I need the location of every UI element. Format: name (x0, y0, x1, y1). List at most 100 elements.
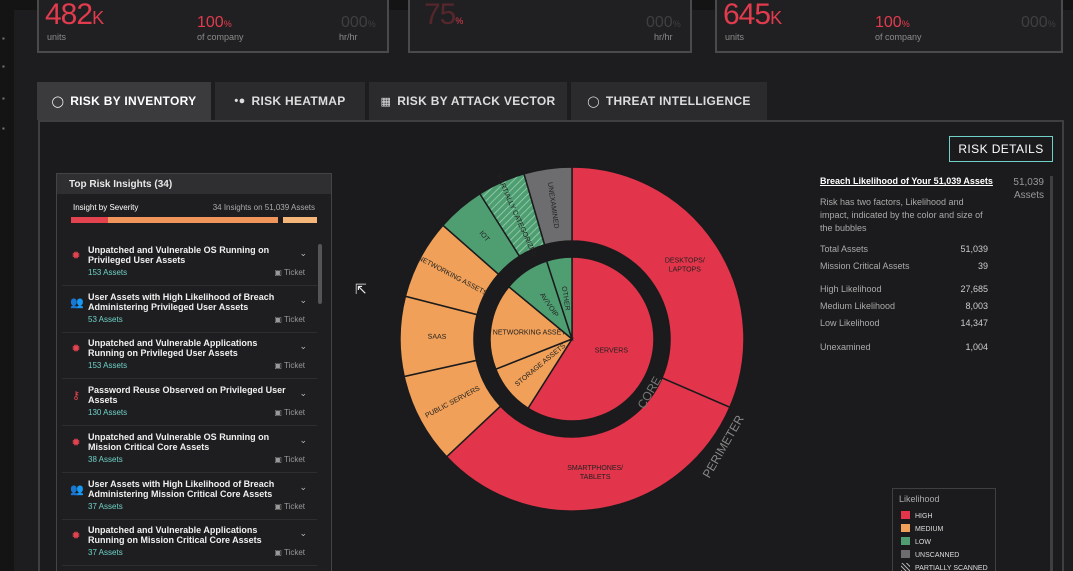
stat-label: Mission Critical Assets (820, 261, 910, 271)
segment-label: LAPTOPS (669, 267, 701, 274)
insights-scrollbar[interactable] (318, 244, 322, 304)
segment-label: SERVERS (595, 347, 629, 354)
insight-assets-link[interactable]: 130 Assets (88, 408, 127, 417)
stat-row: High Likelihood27,685 (820, 284, 988, 294)
breach-description: Risk has two factors, Likelihood and imp… (820, 196, 992, 235)
users-icon: 👥 (70, 297, 82, 309)
panel-scroll-track (1050, 176, 1053, 571)
insight-title: User Assets with High Likelihood of Brea… (88, 479, 288, 499)
insight-item[interactable]: 👥User Assets with High Likelihood of Bre… (62, 287, 317, 333)
insight-assets-link[interactable]: 153 Assets (88, 268, 127, 277)
insight-assets-link[interactable]: 153 Assets (88, 361, 127, 370)
ticket-label: Ticket (284, 455, 305, 464)
ticket-label: Ticket (284, 361, 305, 370)
legend-item: HIGH (901, 511, 933, 520)
kpi-rate: 000% (646, 14, 681, 32)
ticket-button[interactable]: ▣ Ticket (274, 548, 305, 557)
kpi-value: 482K (45, 0, 103, 32)
stat-value: 1,004 (965, 342, 988, 352)
risk-details-button[interactable]: RISK DETAILS (949, 136, 1053, 162)
ticket-button[interactable]: ▣ Ticket (274, 268, 305, 277)
tab-label: RISK HEATMAP (252, 94, 346, 108)
insight-item[interactable]: ✹Unpatched and Vulnerable OS Running on … (62, 427, 317, 473)
bug-icon: ✹ (70, 343, 82, 355)
chevron-down-icon[interactable]: ⌄ (299, 435, 307, 446)
legend-label: LOW (915, 539, 931, 546)
ticket-button[interactable]: ▣ Ticket (274, 502, 305, 511)
stat-label: Unexamined (820, 342, 871, 352)
chevron-down-icon[interactable]: ⌄ (299, 388, 307, 399)
stat-value: 14,347 (960, 318, 988, 328)
ticket-label: Ticket (284, 408, 305, 417)
ticket-button[interactable]: ▣ Ticket (274, 315, 305, 324)
stat-value: 8,003 (965, 301, 988, 311)
tab-threat-intelligence[interactable]: ◯THREAT INTELLIGENCE (571, 82, 767, 120)
legend-item: PARTIALLY SCANNED (901, 563, 988, 571)
kpi-percent-sub: of company (197, 32, 244, 42)
tab-risk-by-inventory[interactable]: ◯ RISK BY INVENTORY (37, 82, 211, 120)
legend-item: UNSCANNED (901, 550, 959, 559)
ticket-button[interactable]: ▣ Ticket (274, 455, 305, 464)
kpi-percent: 100% (875, 14, 910, 32)
severity-segment (108, 217, 278, 223)
mouse-cursor-icon: ⇱ (355, 281, 367, 298)
edge-mark: ▪ (2, 124, 8, 132)
ticket-label: Ticket (284, 502, 305, 511)
tab-label: THREAT INTELLIGENCE (606, 94, 751, 108)
ticket-icon: ▣ (274, 502, 284, 511)
chevron-down-icon[interactable]: ⌄ (299, 295, 307, 306)
insight-assets-link[interactable]: 38 Assets (88, 455, 123, 464)
kpi-rate-sub: hr/hr (654, 32, 673, 42)
insight-assets-link[interactable]: 53 Assets (88, 315, 123, 324)
key-icon: ⚷ (70, 390, 82, 402)
ticket-label: Ticket (284, 315, 305, 324)
insight-item[interactable]: ✹Unpatched and Vulnerable Applications R… (62, 520, 317, 566)
severity-segment (71, 217, 108, 223)
insight-assets-link[interactable]: 37 Assets (88, 502, 123, 511)
severity-label: Insight by Severity (73, 203, 138, 212)
ticket-button[interactable]: ▣ Ticket (274, 408, 305, 417)
inventory-donut-chart: DESKTOPS/LAPTOPSSMARTPHONES/TABLETSPUBLI… (396, 163, 748, 515)
insight-item[interactable]: ✹Unpatched and Vulnerable OS Running on … (62, 240, 317, 286)
legend-item: MEDIUM (901, 524, 943, 533)
legend-label: HIGH (915, 513, 933, 520)
chevron-down-icon[interactable]: ⌄ (299, 248, 307, 259)
segment-label: TABLETS (580, 474, 611, 481)
insight-title: Unpatched and Vulnerable Applications Ru… (88, 338, 288, 358)
chevron-down-icon[interactable]: ⌄ (299, 482, 307, 493)
kpi-percent-sub: of company (875, 32, 922, 42)
kpi-rate: 000% (341, 14, 376, 32)
ticket-icon: ▣ (274, 361, 284, 370)
left-edge-bar: ▪ ▪ ▪ ▪ (0, 0, 14, 571)
ticket-button[interactable]: ▣ Ticket (274, 361, 305, 370)
chevron-down-icon[interactable]: ⌄ (299, 341, 307, 352)
insight-item[interactable]: ✹ Unpatched and Vulnerable Applications R… (62, 333, 317, 379)
ticket-icon: ▣ (274, 455, 284, 464)
edge-mark: ▪ (2, 94, 8, 102)
stat-label: Low Likelihood (820, 318, 880, 328)
tab-risk-by-attack-vector[interactable]: ▦RISK BY ATTACK VECTOR (369, 82, 567, 120)
tab-risk-heatmap[interactable]: •●RISK HEATMAP (215, 82, 365, 120)
assets-count-value: 51,039 (1006, 176, 1044, 189)
ticket-icon: ▣ (274, 548, 284, 557)
insight-title: Unpatched and Vulnerable OS Running on P… (88, 245, 288, 265)
insight-item[interactable]: ⚷Password Reuse Observed on Privileged U… (62, 380, 317, 426)
tab-label: RISK BY INVENTORY (70, 94, 196, 108)
segment-label: NETWORKING ASSETS (493, 329, 571, 336)
tab-bar: ◯ RISK BY INVENTORY •●RISK HEATMAP ▦RISK … (37, 82, 771, 120)
stat-label: Total Assets (820, 244, 868, 254)
circle-icon: ◯ (52, 95, 65, 108)
insight-title: Unpatched and Vulnerable Applications Ru… (88, 525, 288, 545)
insight-assets-link[interactable]: 37 Assets (88, 548, 123, 557)
chevron-down-icon[interactable]: ⌄ (299, 528, 307, 539)
breach-likelihood-title[interactable]: Breach Likelihood of Your 51,039 Assets (820, 176, 1000, 186)
users-icon: 👥 (70, 484, 82, 496)
insight-item[interactable]: 👥 User Assets with High Likelihood of Bre… (62, 474, 317, 520)
stat-value: 27,685 (960, 284, 988, 294)
stat-row: Unexamined 1,004 (820, 342, 988, 352)
stat-label: Medium Likelihood (820, 301, 895, 311)
stat-row: Total Assets51,039 (820, 244, 988, 254)
legend-label: MEDIUM (915, 526, 943, 533)
severity-segment (283, 217, 317, 223)
kpi-value: 75% (424, 0, 462, 32)
